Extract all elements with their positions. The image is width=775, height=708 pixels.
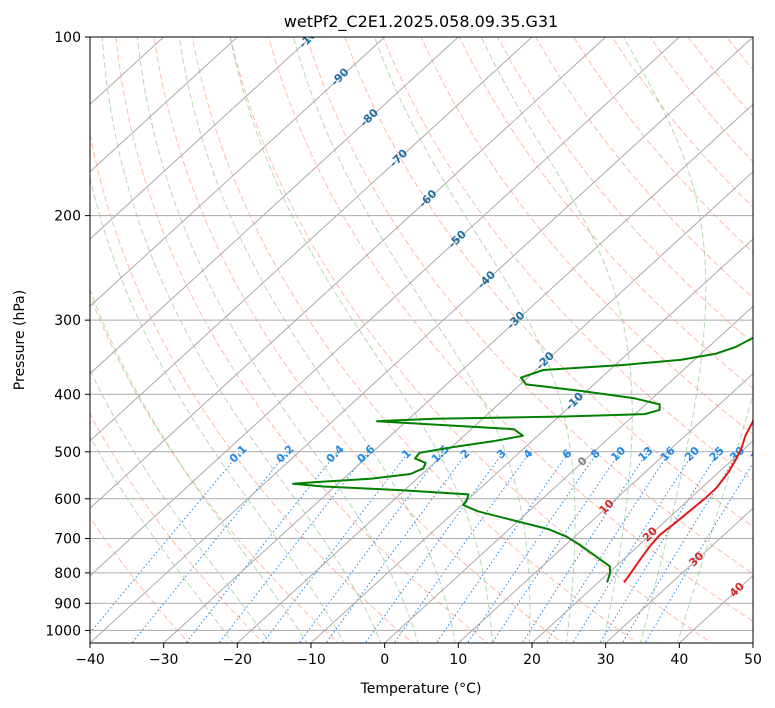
moist-adiabat-line	[623, 37, 707, 643]
moist-adiabat-line	[676, 392, 753, 643]
mixing-ratio-line	[325, 451, 468, 643]
x-tick-label: −20	[223, 652, 253, 668]
mixing-ratio-line	[521, 451, 649, 643]
mixing-ratio-line	[621, 451, 740, 643]
isotherm-line	[90, 37, 312, 240]
x-tick-label: −30	[149, 652, 179, 668]
isotherm-line	[90, 37, 460, 375]
x-axis: −40 −30 −20 −10 0 10 20 30 40 50	[75, 643, 762, 668]
mixing-ratio-label: 36	[748, 444, 768, 464]
mixing-ratio-line	[393, 451, 531, 643]
dewpoint-profile-line	[292, 336, 753, 583]
plot-frame	[89, 36, 754, 644]
y-axis-title: Pressure (hPa)	[12, 290, 28, 390]
y-tick-label: 100	[54, 30, 81, 46]
moist-adiabat-line	[90, 435, 234, 643]
x-tick-label: 20	[523, 652, 541, 668]
x-tick-label: −10	[296, 652, 326, 668]
sounding-profiles	[292, 336, 753, 583]
mixing-ratio-line	[491, 451, 621, 643]
x-tick-label: 0	[380, 652, 389, 668]
mixing-ratio-line	[262, 451, 410, 643]
moist-adiabat-line	[374, 37, 576, 643]
y-tick-label: 800	[54, 566, 81, 582]
isotherm-line	[236, 171, 753, 643]
chart-title: wetPf2_C2E1.2025.058.09.35.G31	[284, 12, 558, 32]
x-tick-label: 10	[449, 652, 467, 668]
dry-adiabat-line	[191, 37, 638, 643]
y-tick-label: 900	[54, 596, 81, 612]
dry-adiabat-line	[382, 37, 753, 481]
x-tick-label: 40	[670, 652, 688, 668]
temperature-profile-line	[623, 418, 753, 583]
dry-adiabat-line	[344, 37, 753, 528]
dry-adiabat-line	[535, 37, 753, 299]
moist-adiabat-line	[136, 37, 419, 643]
x-axis-title: Temperature (°C)	[360, 681, 482, 697]
x-tick-label: 30	[597, 652, 615, 668]
y-axis: 100 200 300 400 500 600 700 800 900 1000	[45, 30, 90, 639]
y-tick-label: 200	[54, 209, 81, 225]
isotherm-line	[90, 37, 681, 577]
isotherm-line	[383, 305, 753, 643]
dry-adiabat-line	[458, 37, 753, 390]
isotherm-line	[90, 37, 753, 643]
x-tick-label: −40	[75, 652, 105, 668]
isotherm-line	[90, 37, 607, 509]
isotherm-line	[90, 37, 386, 307]
isotherm-line	[90, 37, 239, 173]
isotherm-line	[162, 103, 753, 643]
moist-adiabat-line	[480, 37, 633, 643]
y-tick-label: 700	[54, 532, 81, 548]
isotherm-line	[310, 238, 753, 643]
isotherm-line	[90, 37, 533, 442]
dry-adiabat-line	[306, 37, 753, 575]
isotherm-line	[531, 440, 753, 643]
mixing-ratio-line	[572, 451, 695, 643]
y-tick-label: 300	[54, 313, 81, 329]
y-tick-label: 1000	[45, 623, 81, 639]
mixing-ratio-line	[185, 451, 338, 643]
mixing-ratio-line	[435, 451, 570, 643]
y-tick-label: 400	[54, 387, 81, 403]
x-tick-label: 50	[744, 652, 762, 668]
y-tick-label: 600	[54, 492, 81, 508]
moist-adiabat-line	[90, 368, 271, 643]
y-tick-label: 500	[54, 445, 81, 461]
mixing-ratio-line	[599, 451, 720, 643]
isotherms	[90, 37, 753, 643]
isotherm-line	[604, 507, 753, 643]
dry-adiabat-line	[420, 37, 753, 435]
dry-adiabat-line	[90, 294, 339, 643]
isotherm-line	[457, 372, 753, 643]
